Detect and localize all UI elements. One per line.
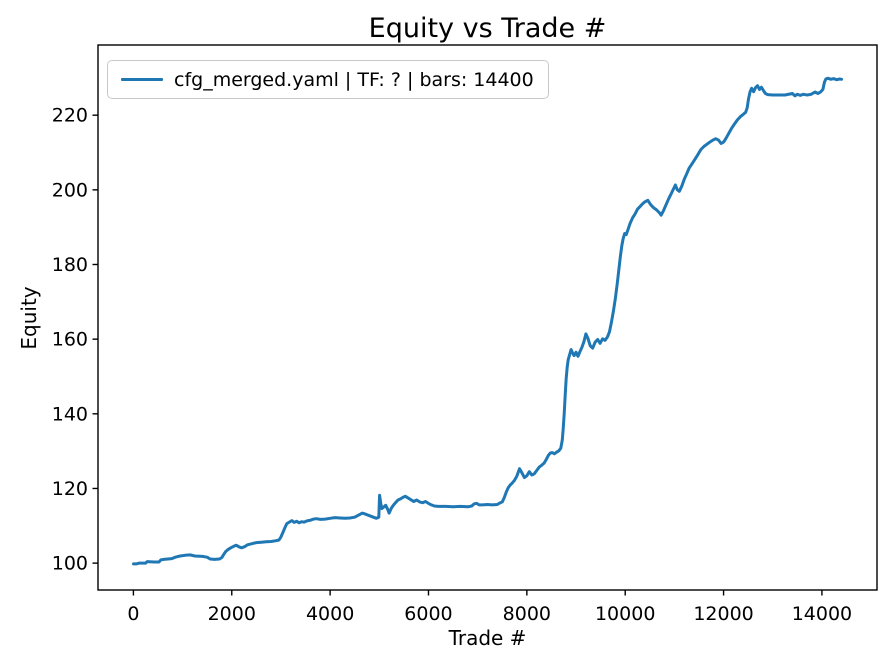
legend-label: cfg_merged.yaml | TF: ? | bars: 14400 bbox=[174, 68, 534, 91]
x-tick-label: 6000 bbox=[404, 603, 452, 625]
x-tick-label: 8000 bbox=[503, 603, 551, 625]
y-tick-label: 120 bbox=[52, 478, 88, 500]
x-tick-label: 4000 bbox=[306, 603, 354, 625]
x-tick-label: 12000 bbox=[693, 603, 753, 625]
y-tick-label: 160 bbox=[52, 329, 88, 351]
x-tick-label: 14000 bbox=[792, 603, 852, 625]
x-axis-label: Trade # bbox=[448, 626, 527, 650]
legend: cfg_merged.yaml | TF: ? | bars: 14400 bbox=[107, 60, 549, 99]
y-tick-label: 140 bbox=[52, 403, 88, 425]
x-tick-label: 0 bbox=[127, 603, 139, 625]
y-tick-label: 220 bbox=[52, 105, 88, 127]
legend-line-sample bbox=[121, 77, 163, 82]
x-tick-label: 2000 bbox=[208, 603, 256, 625]
equity-curve bbox=[132, 76, 844, 566]
y-tick-label: 180 bbox=[52, 254, 88, 276]
x-tick-label: 10000 bbox=[595, 603, 655, 625]
y-tick-label: 200 bbox=[52, 179, 88, 201]
y-tick-label: 100 bbox=[52, 553, 88, 575]
axes-frame bbox=[97, 44, 878, 591]
y-axis-label: Equity bbox=[17, 286, 41, 350]
chart-title: Equity vs Trade # bbox=[368, 13, 607, 44]
